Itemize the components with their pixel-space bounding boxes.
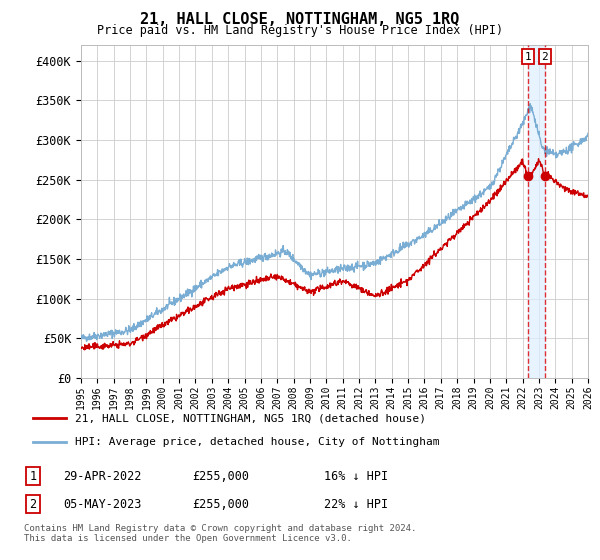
Text: Contains HM Land Registry data © Crown copyright and database right 2024.
This d: Contains HM Land Registry data © Crown c… xyxy=(24,524,416,543)
Text: 16% ↓ HPI: 16% ↓ HPI xyxy=(324,469,388,483)
Text: 21, HALL CLOSE, NOTTINGHAM, NG5 1RQ (detached house): 21, HALL CLOSE, NOTTINGHAM, NG5 1RQ (det… xyxy=(76,413,427,423)
Text: 2: 2 xyxy=(29,497,37,511)
Text: £255,000: £255,000 xyxy=(192,469,249,483)
Text: 2: 2 xyxy=(542,52,548,62)
Text: 21, HALL CLOSE, NOTTINGHAM, NG5 1RQ: 21, HALL CLOSE, NOTTINGHAM, NG5 1RQ xyxy=(140,12,460,27)
Text: Price paid vs. HM Land Registry's House Price Index (HPI): Price paid vs. HM Land Registry's House … xyxy=(97,24,503,36)
Text: 22% ↓ HPI: 22% ↓ HPI xyxy=(324,497,388,511)
Text: 29-APR-2022: 29-APR-2022 xyxy=(63,469,142,483)
Text: HPI: Average price, detached house, City of Nottingham: HPI: Average price, detached house, City… xyxy=(76,436,440,446)
Text: 1: 1 xyxy=(524,52,532,62)
Text: 05-MAY-2023: 05-MAY-2023 xyxy=(63,497,142,511)
Text: £255,000: £255,000 xyxy=(192,497,249,511)
Bar xyxy=(528,45,545,378)
Text: 1: 1 xyxy=(29,469,37,483)
